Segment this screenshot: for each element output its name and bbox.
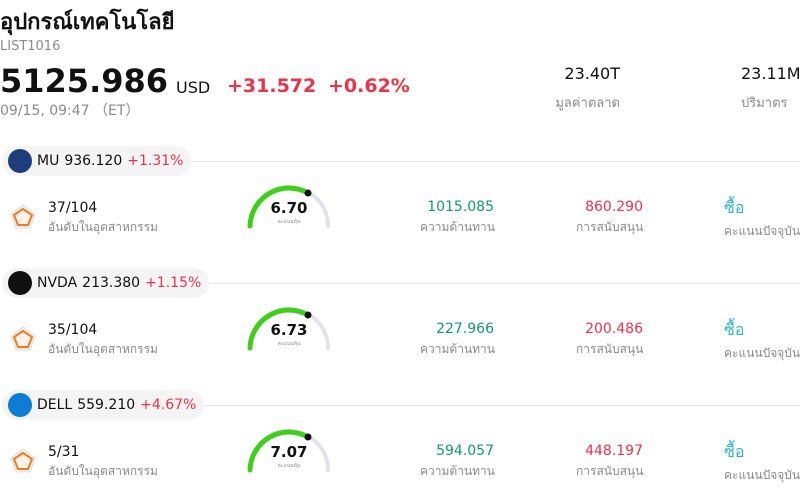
support-label: การสนับสนุน [576, 464, 644, 478]
logo [8, 271, 32, 295]
logo [8, 393, 32, 417]
time: 09/15, 09:47 （ET） [0, 103, 140, 119]
score-label: คะแนนหุ้น [277, 341, 301, 347]
score-label: คะแนนหุ้น [277, 463, 301, 469]
support: 860.290 [585, 199, 643, 215]
support-label: การสนับสนุน [576, 342, 644, 356]
ticker: NVDA [37, 275, 78, 291]
stat-label: ปริมาตร [741, 96, 788, 111]
code: LIST1016 [0, 39, 61, 54]
support-label: การสนับสนุน [576, 220, 644, 234]
gauge [246, 304, 332, 352]
stock-change: +1.15% [145, 275, 202, 291]
gauge-svg [247, 429, 330, 473]
score: 6.70 [270, 199, 308, 217]
support: 200.486 [585, 321, 643, 337]
resistance: 1015.085 [427, 199, 494, 215]
stock-price: 213.380 [82, 275, 141, 291]
ticker: MU [37, 153, 60, 169]
change-pct: +0.62% [328, 75, 410, 97]
resistance: 594.057 [436, 443, 494, 459]
change: +31.572 [227, 75, 317, 97]
rank-label: อันดับในอุตสาหกรรม [48, 220, 158, 234]
stat-value: 23.40T [564, 64, 620, 83]
stock-pill[interactable]: NVDA 213.380 +1.15% [2, 268, 210, 298]
resistance-label: ความต้านทาน [420, 220, 495, 234]
logo [8, 149, 32, 173]
divider [186, 283, 800, 284]
signal: ซื้อ [724, 442, 745, 461]
signal-label: คะแนนปัจจุบัน [724, 346, 800, 360]
rank-label: อันดับในอุตสาหกรรม [48, 464, 158, 478]
stock-price: 936.120 [64, 153, 123, 169]
signal: ซื้อ [724, 320, 745, 339]
stat-label: มูลค่าตลาด [555, 96, 620, 111]
signal-label: คะแนนปัจจุบัน [724, 468, 800, 482]
divider [186, 405, 800, 406]
rank-icon [9, 325, 37, 353]
rank-icon-svg [10, 448, 36, 473]
stock-change: +1.31% [127, 153, 184, 169]
rank-icon-svg [10, 326, 36, 351]
gauge-svg [247, 307, 330, 351]
score: 7.07 [270, 443, 308, 461]
signal: ซื้อ [724, 198, 745, 217]
title: อุปกรณ์เทคโนโลยี [0, 10, 175, 35]
resistance: 227.966 [436, 321, 494, 337]
score: 6.73 [270, 321, 308, 339]
gauge [246, 182, 332, 230]
stock-pill[interactable]: DELL 559.210 +4.67% [2, 390, 205, 420]
stock-pill[interactable]: MU 936.120 +1.31% [2, 146, 192, 176]
stock-change: +4.67% [140, 397, 197, 413]
rank-icon [9, 447, 37, 475]
stock-price: 559.210 [77, 397, 136, 413]
rank-icon [9, 203, 37, 231]
currency: USD [176, 78, 211, 97]
ticker: DELL [37, 397, 73, 413]
rank: 35/104 [48, 322, 98, 338]
divider [186, 161, 800, 162]
gauge [246, 426, 332, 474]
support: 448.197 [585, 443, 643, 459]
rank: 5/31 [48, 444, 80, 460]
rank-label: อันดับในอุตสาหกรรม [48, 342, 158, 356]
signal-label: คะแนนปัจจุบัน [724, 224, 800, 238]
resistance-label: ความต้านทาน [420, 464, 495, 478]
stat-value: 23.11M [741, 64, 800, 83]
gauge-svg [247, 185, 330, 229]
price: 5125.986 [0, 62, 169, 100]
resistance-label: ความต้านทาน [420, 342, 495, 356]
rank: 37/104 [48, 200, 98, 216]
rank-icon-svg [10, 204, 36, 229]
score-label: คะแนนหุ้น [277, 219, 301, 225]
